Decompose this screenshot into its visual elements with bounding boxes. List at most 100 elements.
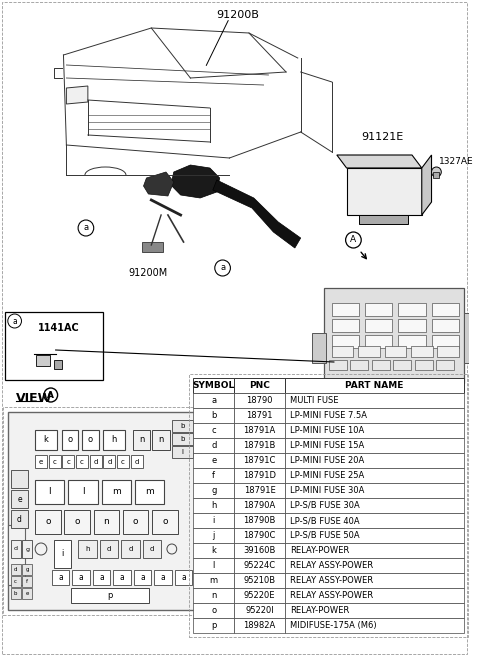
Bar — [332, 346, 353, 357]
Bar — [350, 360, 368, 370]
Bar — [23, 576, 32, 587]
Bar — [104, 455, 115, 468]
Bar — [193, 558, 234, 573]
Bar — [432, 335, 459, 348]
Bar — [54, 360, 62, 369]
Bar — [234, 558, 285, 573]
Bar — [90, 455, 102, 468]
Text: a: a — [99, 573, 104, 582]
Bar — [398, 319, 426, 332]
Text: i: i — [213, 516, 215, 525]
Text: f: f — [26, 579, 28, 584]
Bar — [5, 312, 103, 380]
Text: p: p — [211, 621, 216, 630]
Text: RELAY ASSY-POWER: RELAY ASSY-POWER — [290, 576, 373, 585]
Bar — [432, 319, 459, 332]
Text: RELAY ASSY-POWER: RELAY ASSY-POWER — [290, 591, 373, 600]
Text: 18791E: 18791E — [244, 486, 276, 495]
Text: RELAY ASSY-POWER: RELAY ASSY-POWER — [290, 561, 373, 570]
Bar — [193, 393, 234, 408]
Bar — [152, 510, 178, 534]
Bar — [285, 423, 464, 438]
Text: a: a — [79, 573, 84, 582]
Bar — [234, 573, 285, 588]
Bar — [234, 483, 285, 498]
Text: 18790: 18790 — [246, 396, 273, 405]
Text: 18791B: 18791B — [243, 441, 276, 450]
Bar — [285, 378, 464, 393]
Bar — [133, 430, 150, 450]
Text: h: h — [211, 501, 216, 510]
Text: LP-MINI FUSE 7.5A: LP-MINI FUSE 7.5A — [290, 411, 367, 420]
Text: RELAY-POWER: RELAY-POWER — [290, 546, 349, 555]
Text: j: j — [213, 531, 215, 540]
Text: k: k — [211, 546, 216, 555]
Text: n: n — [104, 518, 109, 527]
Bar — [154, 570, 172, 585]
Text: o: o — [133, 518, 138, 527]
Bar — [35, 430, 57, 450]
Text: d: d — [107, 546, 111, 552]
Bar — [11, 576, 21, 587]
Bar — [285, 438, 464, 453]
Bar — [394, 360, 411, 370]
Bar — [234, 543, 285, 558]
Bar — [324, 288, 464, 383]
Bar — [193, 408, 234, 423]
Bar — [285, 603, 464, 618]
Bar — [234, 618, 285, 633]
Bar — [193, 438, 234, 453]
Text: LP-S/B FUSE 30A: LP-S/B FUSE 30A — [290, 501, 360, 510]
Text: MIDIFUSE-175A (M6): MIDIFUSE-175A (M6) — [290, 621, 377, 630]
Bar — [35, 510, 60, 534]
Text: LP-MINI FUSE 25A: LP-MINI FUSE 25A — [290, 471, 364, 480]
Text: d: d — [128, 546, 132, 552]
Text: LP-MINI FUSE 15A: LP-MINI FUSE 15A — [290, 441, 364, 450]
Bar — [365, 319, 393, 332]
Text: i: i — [61, 550, 64, 558]
Bar — [234, 438, 285, 453]
Bar — [437, 346, 459, 357]
Text: c: c — [121, 459, 125, 464]
Bar — [172, 433, 193, 445]
Bar — [190, 374, 468, 637]
Text: n: n — [211, 591, 216, 600]
Bar — [415, 360, 432, 370]
Bar — [193, 543, 234, 558]
Bar — [436, 360, 454, 370]
Bar — [332, 335, 359, 348]
Text: l: l — [48, 487, 51, 497]
Bar — [175, 570, 192, 585]
Bar — [94, 510, 119, 534]
Text: d: d — [17, 514, 22, 523]
Bar — [234, 528, 285, 543]
Bar — [234, 498, 285, 513]
Text: g: g — [211, 486, 216, 495]
Bar — [3, 407, 206, 615]
Text: a: a — [161, 573, 166, 582]
Text: 95220E: 95220E — [244, 591, 276, 600]
Bar — [23, 564, 32, 575]
Bar — [11, 588, 21, 599]
Text: l: l — [213, 561, 215, 570]
Text: MULTI FUSE: MULTI FUSE — [290, 396, 338, 405]
Text: 18790B: 18790B — [243, 516, 276, 525]
Text: d: d — [150, 546, 154, 552]
Text: 18791C: 18791C — [243, 456, 276, 465]
Bar — [62, 455, 74, 468]
Text: c: c — [14, 579, 17, 584]
Text: A: A — [350, 236, 357, 245]
Text: b: b — [180, 436, 185, 442]
Bar — [143, 540, 161, 558]
Bar — [365, 303, 393, 316]
Bar — [193, 483, 234, 498]
Text: e: e — [17, 495, 22, 504]
Polygon shape — [337, 155, 422, 168]
Text: RELAY-POWER: RELAY-POWER — [290, 606, 349, 615]
Bar — [193, 468, 234, 483]
Text: d: d — [14, 567, 17, 572]
Bar — [285, 408, 464, 423]
Text: o: o — [67, 436, 72, 445]
Text: c: c — [66, 459, 70, 464]
Text: p: p — [108, 591, 113, 600]
